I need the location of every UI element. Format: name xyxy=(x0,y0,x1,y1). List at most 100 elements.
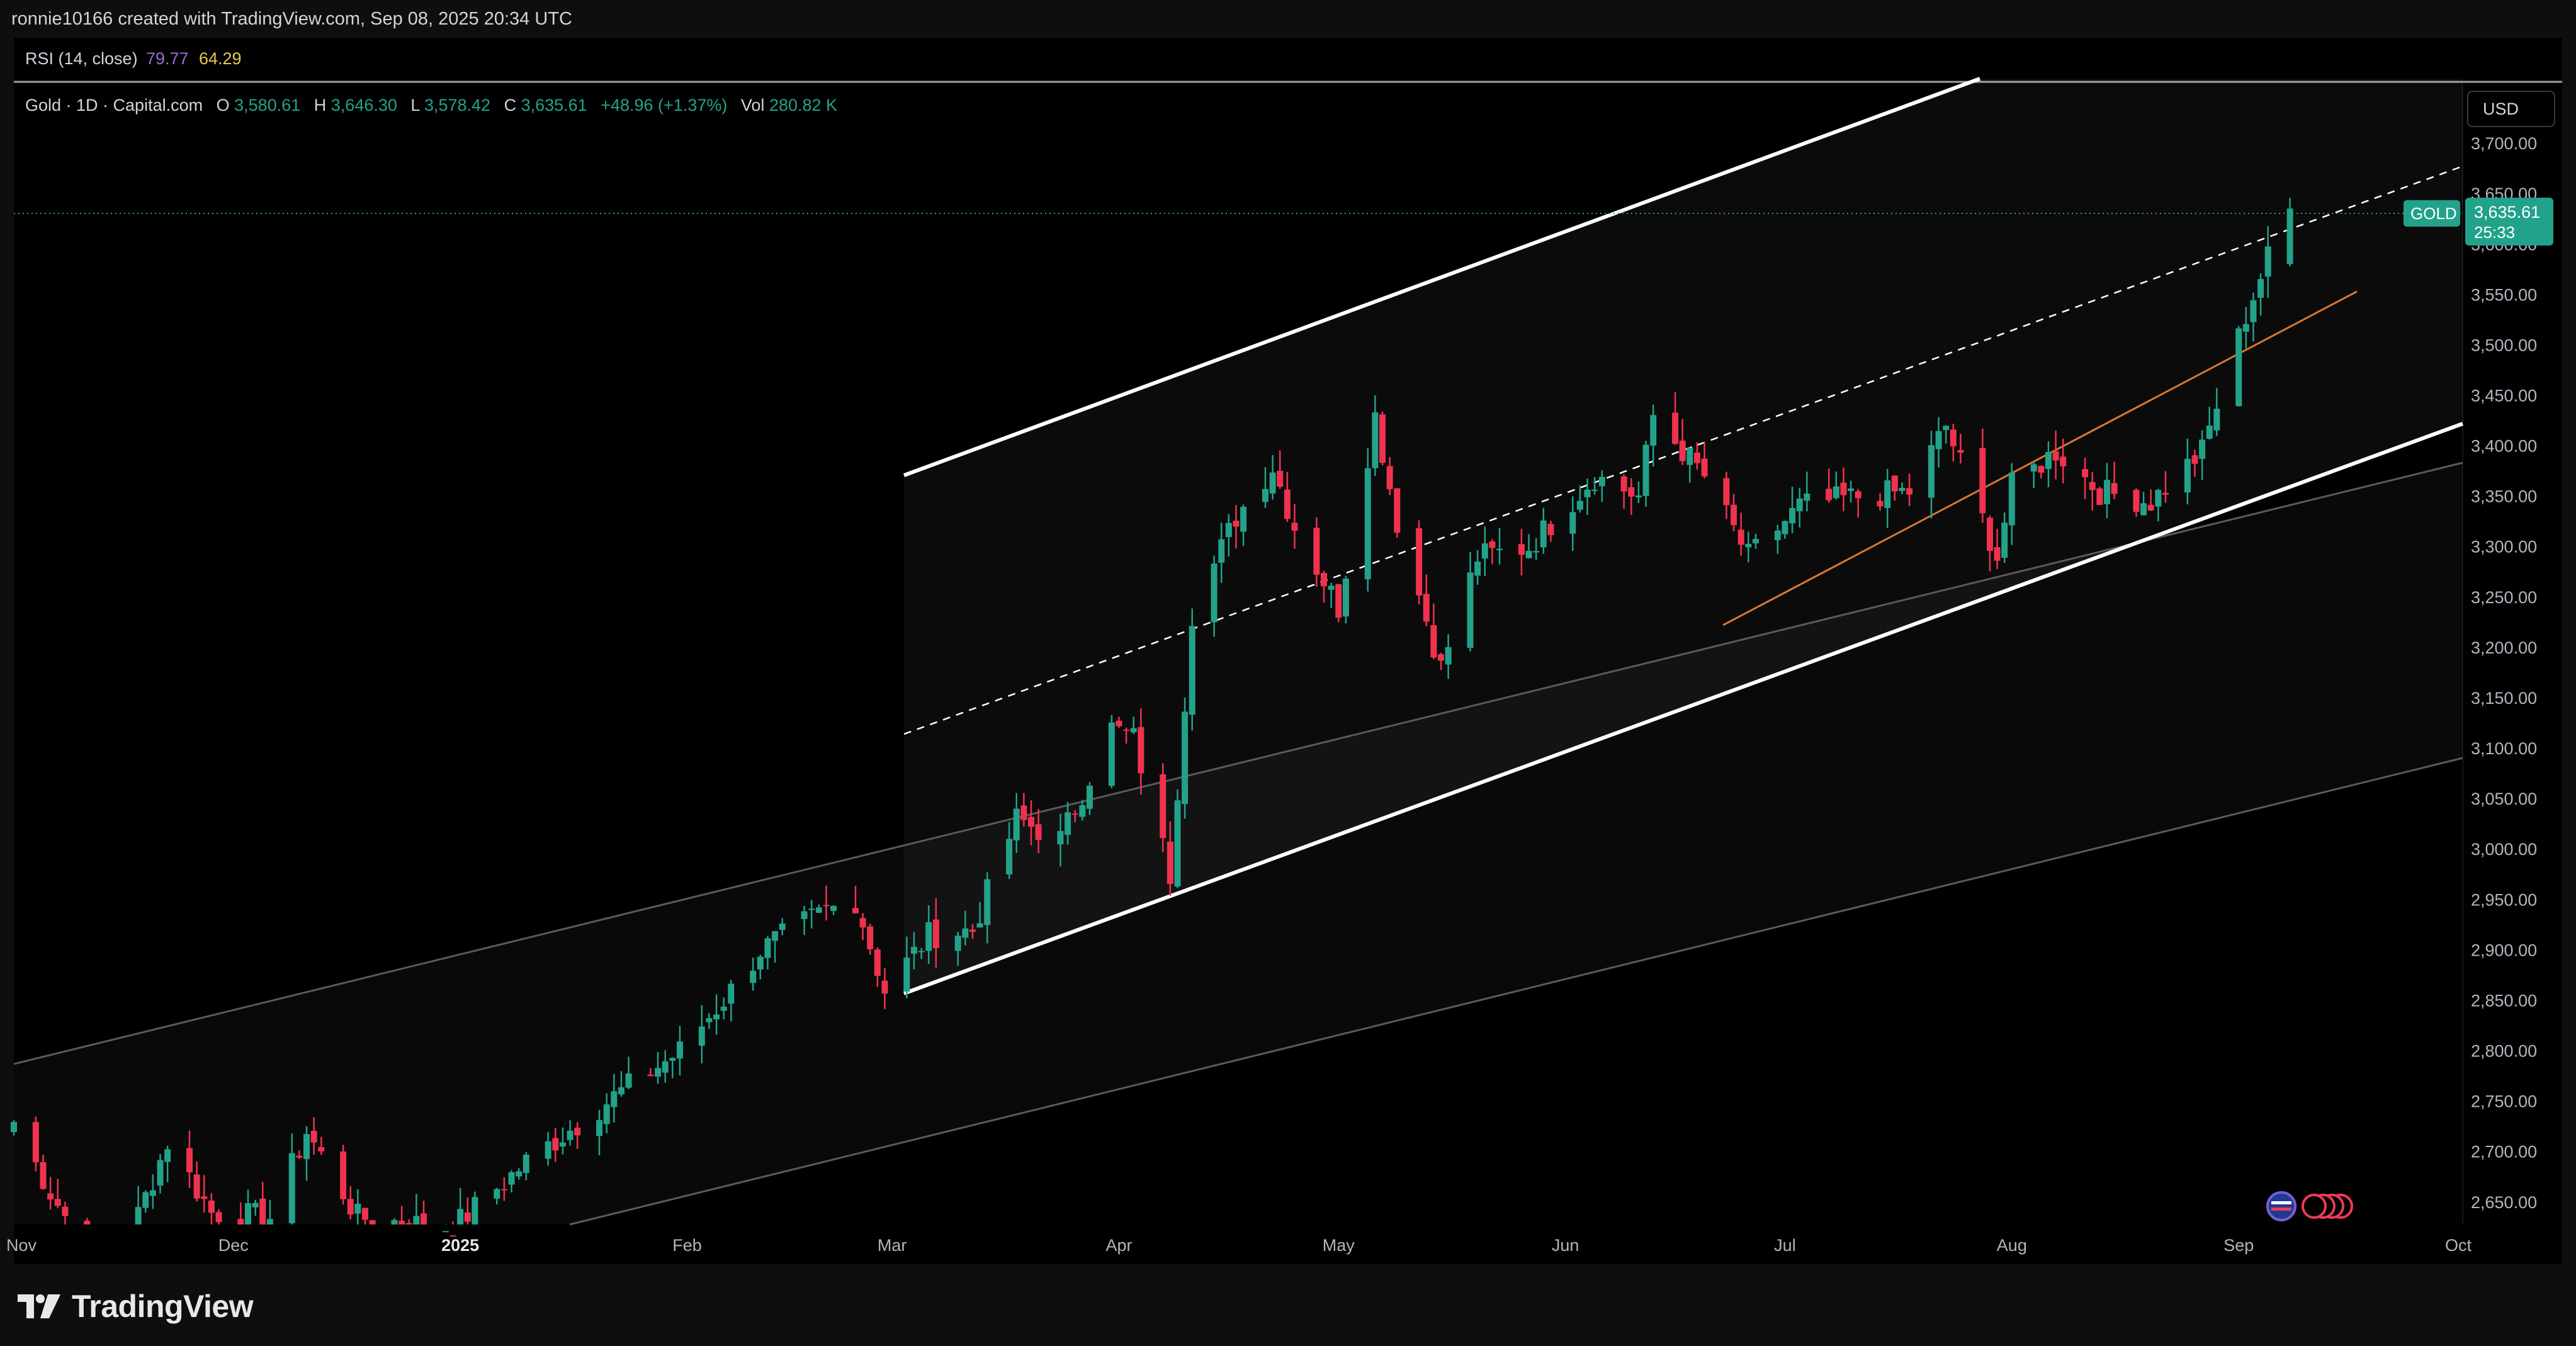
candle xyxy=(1796,488,1803,528)
candle xyxy=(1628,478,1635,515)
candle xyxy=(142,1190,149,1213)
gray-channel-lower-line xyxy=(569,757,2463,1226)
candle-body xyxy=(1291,523,1298,531)
candle-body xyxy=(362,1207,369,1220)
candle-body xyxy=(208,1201,215,1213)
legend-change: +48.96 (+1.37%) xyxy=(601,96,727,115)
time-tick-label: May xyxy=(1323,1236,1355,1255)
candle-body xyxy=(1979,448,1986,514)
candle xyxy=(2206,407,2213,440)
candle-body xyxy=(464,1212,471,1222)
candle-body xyxy=(391,1219,398,1224)
candle xyxy=(2286,198,2293,266)
candle xyxy=(40,1155,47,1190)
candle xyxy=(500,1177,507,1201)
candle-body xyxy=(1020,805,1027,820)
candle xyxy=(1693,442,1700,470)
candle xyxy=(2060,438,2067,484)
candle-body xyxy=(1745,543,1752,548)
candle xyxy=(2162,471,2169,503)
candle-body xyxy=(142,1192,149,1208)
candle xyxy=(669,1057,676,1078)
candle-body xyxy=(164,1149,171,1162)
candle xyxy=(1211,555,1217,637)
candle-body xyxy=(1065,812,1071,835)
candle-body xyxy=(1796,498,1803,512)
candle-body xyxy=(318,1147,325,1151)
candle-body xyxy=(1899,487,1906,491)
candle-body xyxy=(757,956,764,970)
candle xyxy=(874,947,881,987)
candle xyxy=(1379,411,1386,466)
time-tick-label: 2025 xyxy=(441,1236,479,1255)
candle-body xyxy=(1518,544,1525,555)
candle-body xyxy=(508,1172,515,1185)
candle xyxy=(1826,468,1833,503)
candle xyxy=(823,885,830,921)
candle-body xyxy=(750,970,757,983)
candle xyxy=(186,1130,193,1188)
candle-body xyxy=(2008,472,2015,526)
candle xyxy=(391,1218,398,1224)
candle xyxy=(1086,782,1093,815)
candle-body xyxy=(954,936,961,951)
candle xyxy=(413,1194,420,1224)
price-tick-label: 3,700.00 xyxy=(2471,134,2537,153)
candle xyxy=(288,1133,295,1224)
candle xyxy=(201,1175,208,1213)
candle-body xyxy=(1174,800,1181,887)
candle-body xyxy=(1774,530,1781,541)
candle-body xyxy=(1218,539,1225,563)
candle-body xyxy=(310,1131,317,1143)
candle xyxy=(2111,461,2118,499)
candle xyxy=(193,1161,200,1202)
candle-body xyxy=(1789,508,1796,524)
price-tick-label: 3,550.00 xyxy=(2471,285,2537,304)
candle xyxy=(1262,467,1269,508)
time-axis[interactable]: Nov Dec 2025 Feb Mar Apr May Jun Jul Aug Sep Oct xyxy=(6,1236,2472,1255)
tradingview-logo[interactable]: TradingView xyxy=(16,1284,254,1328)
candle-body xyxy=(1321,573,1328,587)
candle-body xyxy=(984,879,991,925)
candle-body xyxy=(823,905,830,907)
price-tick-label: 2,900.00 xyxy=(2471,941,2537,959)
candle xyxy=(779,918,786,936)
candle xyxy=(706,1013,713,1029)
candle xyxy=(523,1152,529,1180)
candle-body xyxy=(852,908,859,913)
time-tick-label: Nov xyxy=(6,1236,37,1255)
candle-body xyxy=(1160,774,1167,839)
candle-body xyxy=(1035,824,1042,840)
candle-body xyxy=(157,1160,164,1186)
economic-events-badge[interactable] xyxy=(2266,1191,2353,1221)
candle-body xyxy=(340,1151,347,1199)
candle-body xyxy=(1189,626,1195,715)
candle xyxy=(574,1122,581,1150)
candle-body xyxy=(1328,585,1335,590)
currency-button[interactable]: USD xyxy=(2467,91,2555,127)
candle-body xyxy=(2199,439,2206,459)
candle-body xyxy=(494,1189,500,1199)
candle xyxy=(1525,534,1532,559)
candle-body xyxy=(1086,786,1093,809)
candle xyxy=(215,1209,222,1224)
time-tick-label: Feb xyxy=(672,1236,702,1255)
candle xyxy=(1679,419,1686,465)
candle xyxy=(1160,763,1167,852)
candle xyxy=(2001,512,2008,563)
candle xyxy=(698,1005,705,1064)
candle-body xyxy=(1943,426,1950,431)
candle xyxy=(2045,441,2052,487)
candle xyxy=(421,1201,427,1224)
candle xyxy=(1430,603,1437,660)
candle-body xyxy=(1957,450,1964,453)
candle xyxy=(2030,461,2037,489)
candle-body xyxy=(1576,501,1583,510)
candle-body xyxy=(201,1196,208,1199)
candle xyxy=(1284,472,1291,522)
candle-body xyxy=(500,1189,507,1190)
candle xyxy=(1225,514,1232,557)
candle xyxy=(1240,504,1247,546)
candle xyxy=(157,1154,164,1194)
